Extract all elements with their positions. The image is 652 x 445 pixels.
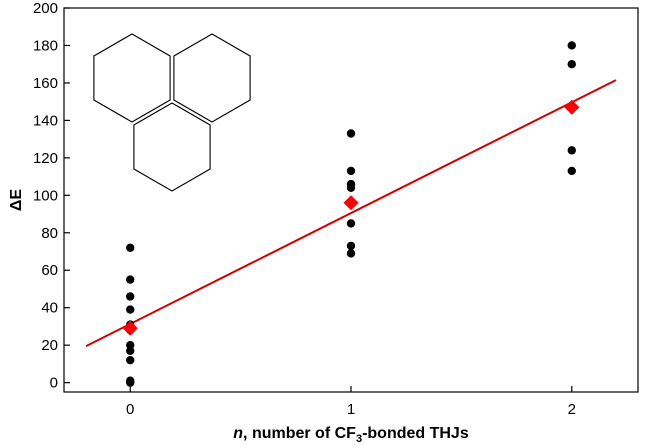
y-tick-label: 100 bbox=[33, 187, 58, 204]
y-tick-label: 180 bbox=[33, 37, 58, 54]
data-point bbox=[126, 378, 135, 387]
data-point bbox=[346, 249, 356, 258]
data-point bbox=[346, 166, 356, 176]
mean-marker bbox=[343, 195, 359, 211]
x-tick-label: 2 bbox=[568, 401, 576, 418]
data-point bbox=[567, 59, 576, 69]
y-tick-label: 160 bbox=[33, 75, 58, 92]
data-point bbox=[126, 355, 135, 365]
y-tick-label: 0 bbox=[50, 375, 58, 392]
data-point bbox=[126, 243, 135, 252]
mean-marker bbox=[564, 99, 580, 115]
fused-hexagon-trimer-icon bbox=[93, 33, 251, 192]
x-tick-label: 1 bbox=[347, 401, 355, 418]
x-axis-title-suffix: -bonded THJs bbox=[362, 425, 469, 442]
hexagon bbox=[93, 33, 171, 123]
data-point bbox=[567, 41, 576, 50]
y-tick-label: 120 bbox=[33, 150, 58, 167]
data-point bbox=[567, 166, 576, 176]
y-tick-label: 20 bbox=[41, 337, 58, 354]
y-tick-label: 80 bbox=[41, 225, 58, 242]
data-point bbox=[126, 346, 135, 355]
y-tick-label: 40 bbox=[41, 300, 58, 317]
y-tick-label: 60 bbox=[41, 262, 58, 279]
data-point bbox=[346, 241, 356, 251]
fit-line bbox=[85, 79, 617, 348]
x-axis-title: n, number of CF3-bonded THJs bbox=[233, 425, 469, 445]
data-point bbox=[567, 146, 576, 155]
axis-ticks: 0 20 40 60 80 100 120 140 160 180 200 0 1 2 bbox=[33, 0, 576, 418]
data-point bbox=[126, 292, 135, 301]
y-tick-label: 140 bbox=[33, 112, 58, 129]
data-point bbox=[346, 219, 356, 228]
data-point bbox=[126, 275, 135, 284]
x-axis-title-subscript: 3 bbox=[356, 433, 362, 445]
data-point bbox=[126, 305, 135, 314]
data-point bbox=[346, 129, 356, 138]
y-tick-label: 200 bbox=[33, 0, 58, 17]
data-point bbox=[346, 183, 356, 193]
plot-marks bbox=[85, 41, 617, 387]
x-axis-title-prefix: , number of CF bbox=[243, 425, 356, 442]
mean-marker bbox=[122, 320, 138, 336]
x-tick-label: 0 bbox=[126, 401, 134, 418]
hexagon bbox=[133, 102, 211, 192]
y-axis-title: ΔE bbox=[8, 189, 25, 212]
x-axis-title-variable: n bbox=[233, 425, 243, 442]
hexagon bbox=[173, 33, 251, 123]
